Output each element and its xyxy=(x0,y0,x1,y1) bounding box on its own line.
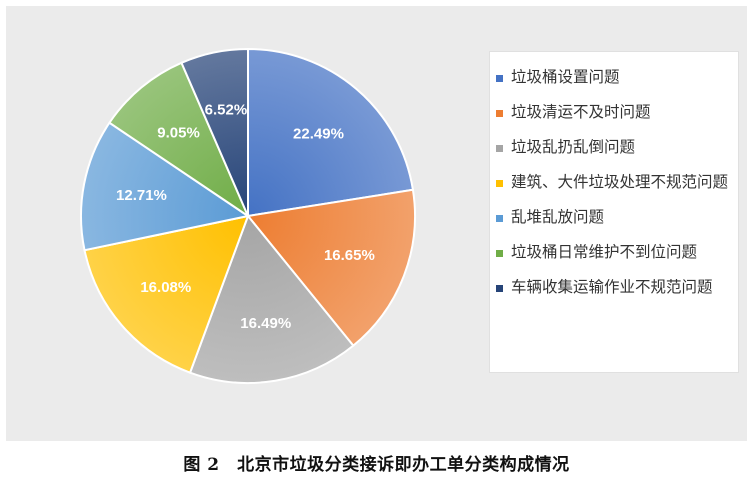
legend-swatch xyxy=(496,110,503,117)
legend-swatch xyxy=(496,250,503,257)
legend-swatch xyxy=(496,75,503,82)
legend-item: 垃圾桶日常维护不到位问题 xyxy=(496,241,728,264)
legend-swatch xyxy=(496,145,503,152)
chart-legend: 垃圾桶设置问题垃圾清运不及时问题 垃圾乱扔乱倒问题建筑、大件垃圾处理不规范问题 乱堆… xyxy=(489,51,739,373)
pie-slice xyxy=(246,188,416,348)
legend-label: 车辆收集运输作业不规范问题 xyxy=(511,278,713,296)
legend-swatch xyxy=(496,215,503,222)
slice-value-label: 9.05% xyxy=(157,125,200,142)
legend-item: 垃圾乱扔乱倒问题 xyxy=(496,136,728,159)
legend-label: 垃圾桶日常维护不到位问题 xyxy=(511,243,698,261)
slice-value-label: 16.08% xyxy=(140,279,191,296)
figure-caption: 图 2 北京市垃圾分类接诉即办工单分类构成情况 xyxy=(183,455,570,475)
legend-item: 垃圾桶设置问题 xyxy=(496,66,728,89)
legend-label: 垃圾桶设置问题 xyxy=(511,68,620,86)
legend-item: 车辆收集运输作业不规范问题 xyxy=(496,276,728,299)
legend-label: 垃圾清运不及时问题 xyxy=(511,103,651,121)
slice-value-label: 16.49% xyxy=(240,315,291,332)
legend-item: 建筑、大件垃圾处理不规范问题 xyxy=(496,171,728,194)
slice-value-label: 12.71% xyxy=(116,187,167,204)
pie-slice xyxy=(188,214,355,384)
pie-slice xyxy=(180,47,249,217)
legend-label: 垃圾乱扔乱倒问题 xyxy=(511,138,636,156)
legend-swatch xyxy=(496,285,503,292)
legend-item: 垃圾清运不及时问题 xyxy=(496,101,728,124)
legend-swatch xyxy=(496,180,503,187)
slice-value-label: 6.52% xyxy=(205,102,248,119)
pie-slice xyxy=(108,61,251,219)
slice-value-label: 22.49% xyxy=(293,125,344,142)
slice-value-label: 16.65% xyxy=(324,247,375,264)
pie-chart: 22.49% 16.65% 16.49% 16.08% 12.71% 9.05% 6.52% xyxy=(80,47,416,384)
pie-slice xyxy=(247,47,415,218)
legend-label: 建筑、大件垃圾处理不规范问题 xyxy=(511,173,729,191)
legend-label: 乱堆乱放问题 xyxy=(511,208,605,226)
legend-item: 乱堆乱放问题 xyxy=(496,206,728,229)
pie-slice xyxy=(80,121,251,252)
pie-slice xyxy=(83,214,250,374)
